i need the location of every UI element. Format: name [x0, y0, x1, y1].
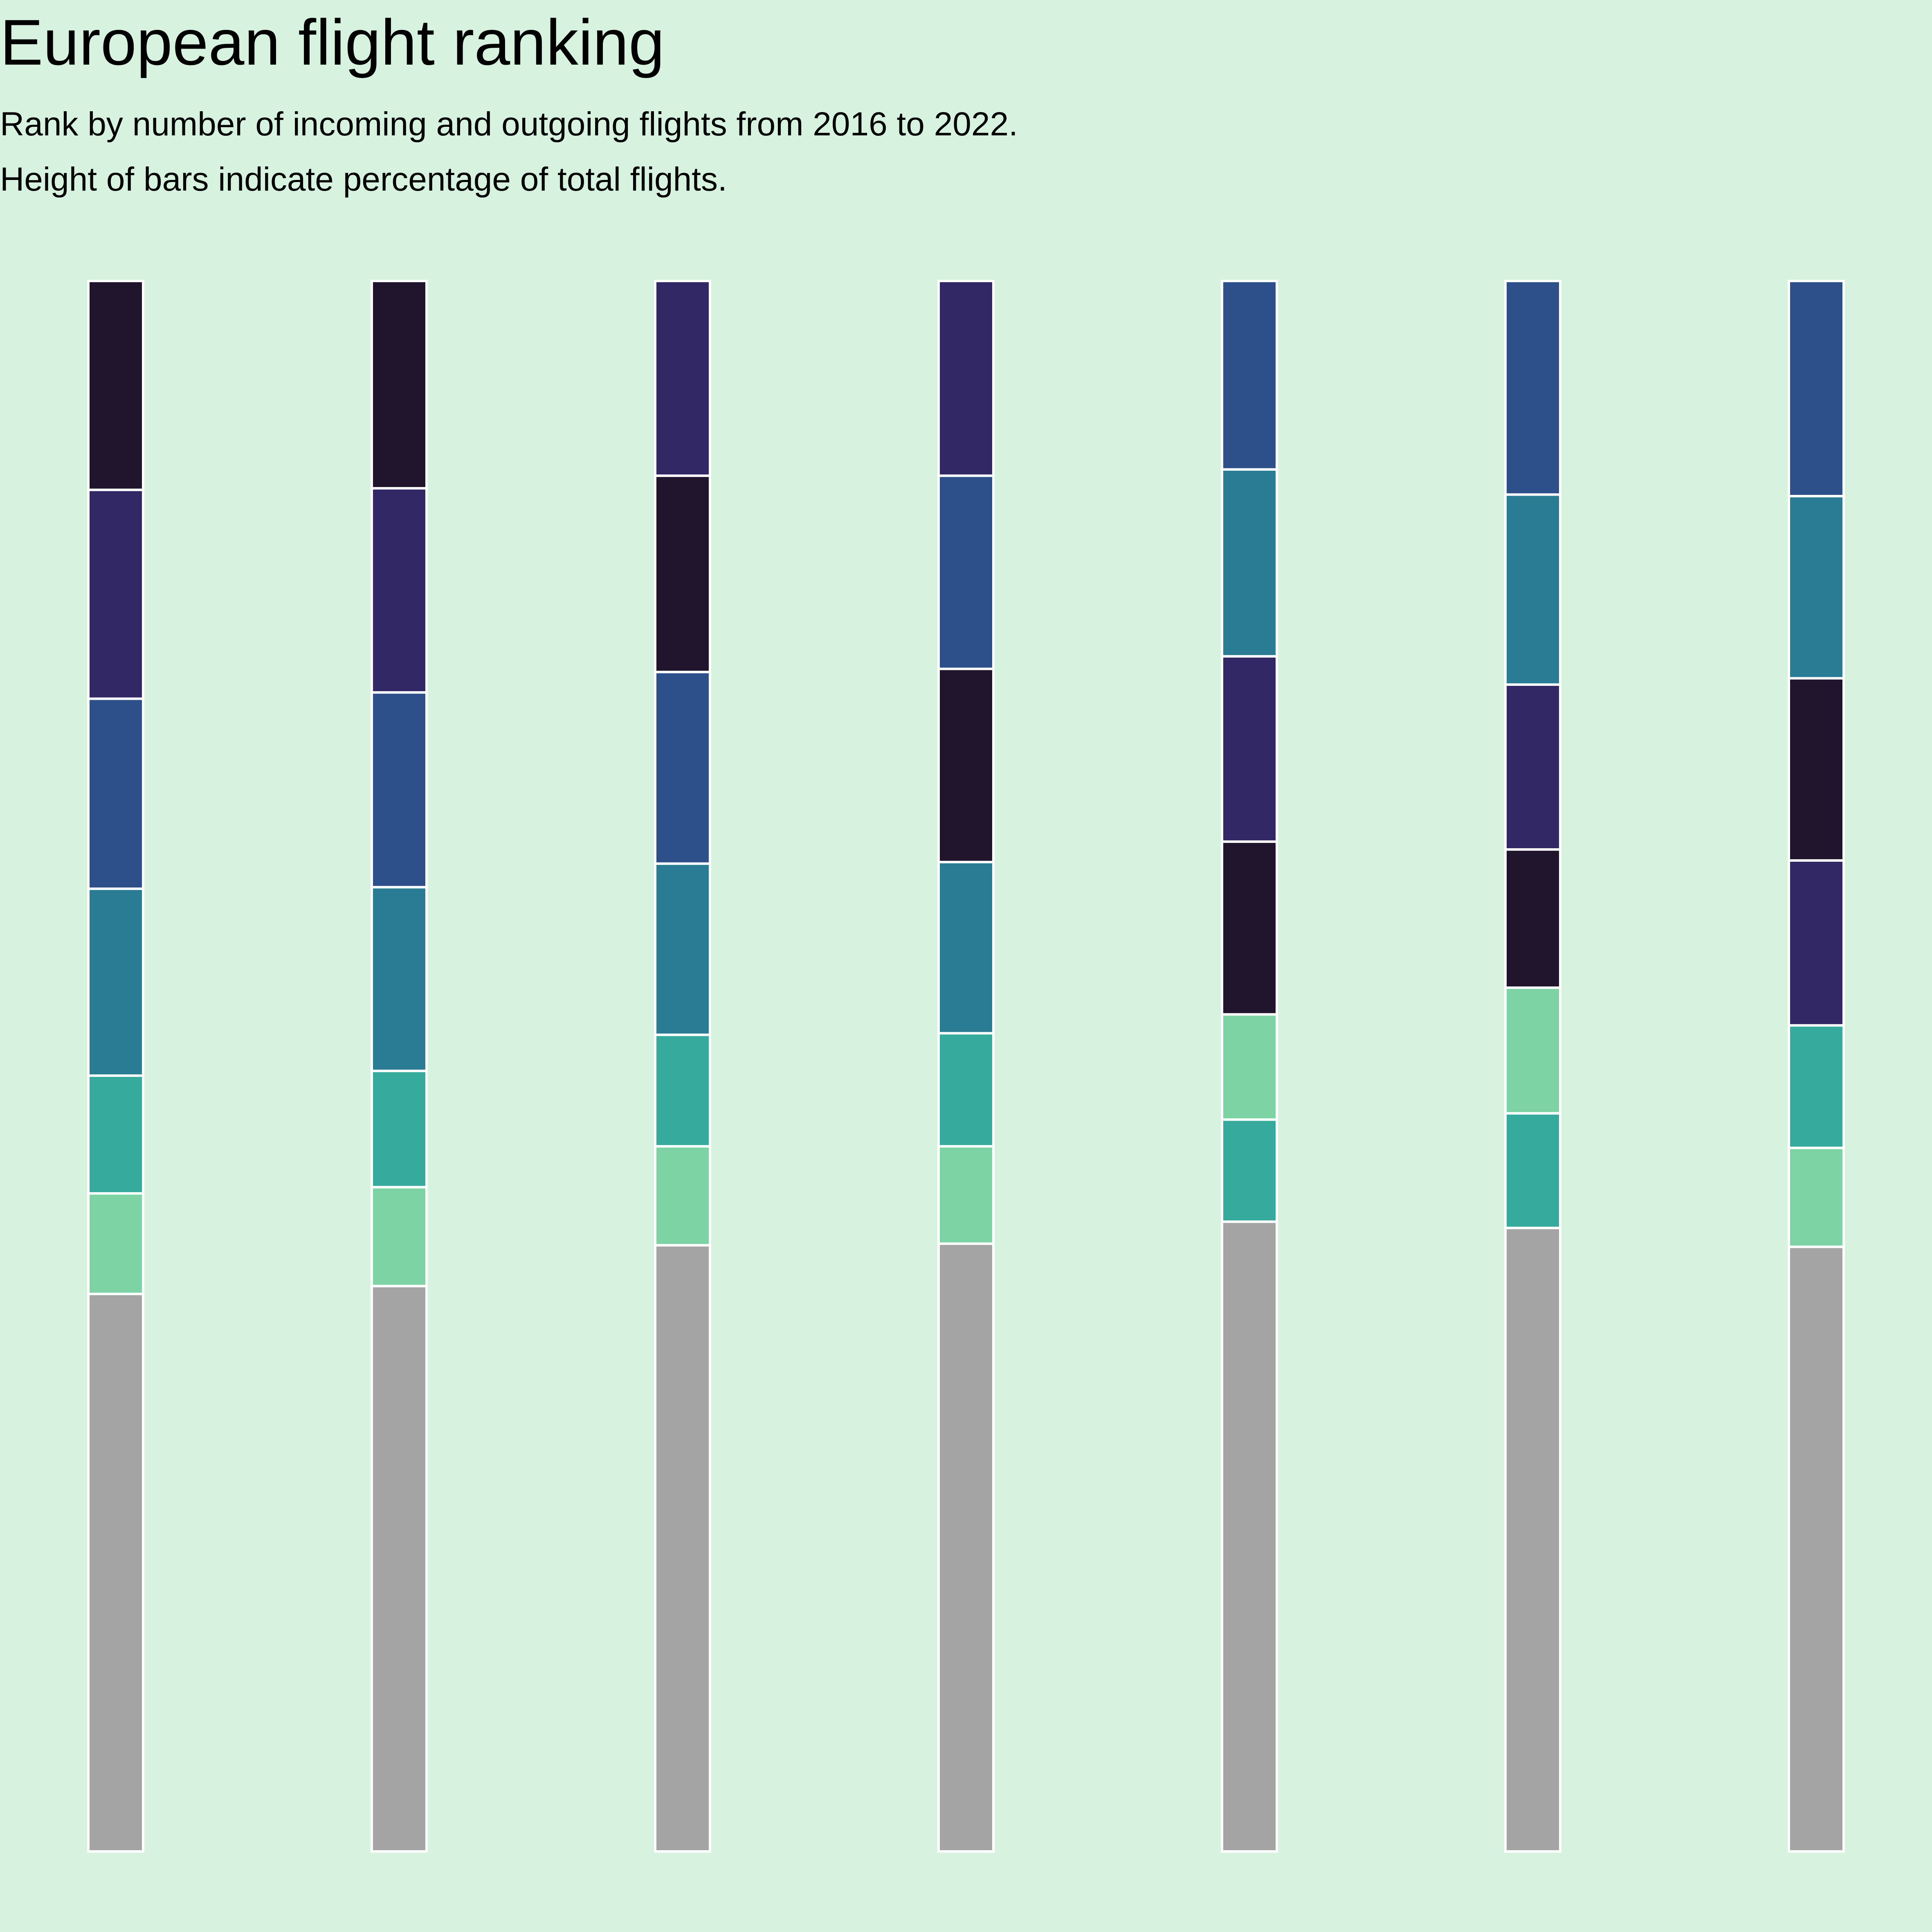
- bar-5-segment-7: [1221, 280, 1278, 471]
- bar-2-segment-6: [371, 487, 428, 694]
- bar-5-segment-1: [1221, 1220, 1278, 1853]
- bar-7-segment-4: [1788, 859, 1845, 1027]
- bar-3-segment-2: [654, 1145, 711, 1247]
- bar-7-segment-3: [1788, 1024, 1845, 1149]
- bar-1-segment-1: [87, 1292, 144, 1853]
- bar-5-segment-6: [1221, 468, 1278, 658]
- bar-2-segment-1: [371, 1285, 428, 1853]
- bar-2-segment-5: [371, 691, 428, 889]
- bar-6-segment-2: [1504, 1112, 1561, 1229]
- bar-4-segment-5: [937, 667, 995, 863]
- bar-6-segment-6: [1504, 493, 1561, 686]
- bar-1-segment-5: [87, 697, 144, 890]
- chart-title: European flight ranking: [0, 7, 665, 79]
- bar-3: [654, 280, 711, 1853]
- bar-6: [1504, 280, 1561, 1853]
- bar-1: [87, 280, 144, 1853]
- bar-3-segment-3: [654, 1033, 711, 1148]
- bar-1-segment-7: [87, 280, 144, 491]
- bar-6-segment-1: [1504, 1227, 1561, 1853]
- bar-2-segment-4: [371, 886, 428, 1072]
- bar-7: [1788, 280, 1845, 1853]
- bar-6-segment-4: [1504, 848, 1561, 989]
- bar-4-segment-2: [937, 1145, 995, 1245]
- bar-2-segment-2: [371, 1186, 428, 1287]
- bar-7-segment-2: [1788, 1146, 1845, 1248]
- bar-4-segment-1: [937, 1242, 995, 1853]
- bar-3-segment-5: [654, 671, 711, 865]
- bar-5: [1221, 280, 1278, 1853]
- chart-subtitle-line-2: Height of bars indicate percentage of to…: [0, 161, 727, 198]
- bar-4-segment-6: [937, 474, 995, 670]
- bar-3-segment-6: [654, 474, 711, 674]
- bar-1-segment-6: [87, 488, 144, 700]
- bar-4-segment-4: [937, 860, 995, 1035]
- bar-1-segment-2: [87, 1192, 144, 1295]
- bar-4: [937, 280, 995, 1853]
- bar-5-segment-2: [1221, 1118, 1278, 1223]
- bar-7-segment-5: [1788, 677, 1845, 862]
- bar-2-segment-7: [371, 280, 428, 490]
- bar-6-segment-5: [1504, 683, 1561, 851]
- bar-2-segment-3: [371, 1069, 428, 1188]
- bar-6-segment-3: [1504, 986, 1561, 1115]
- bar-4-segment-7: [937, 280, 995, 477]
- chart-subtitle-line-1: Rank by number of incoming and outgoing …: [0, 106, 1018, 143]
- bar-5-segment-4: [1221, 840, 1278, 1016]
- bar-5-segment-3: [1221, 1013, 1278, 1121]
- bar-6-segment-7: [1504, 280, 1561, 496]
- bar-7-segment-6: [1788, 495, 1845, 680]
- bar-1-segment-4: [87, 887, 144, 1077]
- bar-5-segment-5: [1221, 655, 1278, 843]
- bar-3-segment-1: [654, 1244, 711, 1853]
- bar-4-segment-3: [937, 1032, 995, 1148]
- bars-layer: [87, 280, 1845, 1853]
- bar-3-segment-7: [654, 280, 711, 477]
- bar-7-segment-1: [1788, 1245, 1845, 1853]
- bar-2: [371, 280, 428, 1853]
- bar-3-segment-4: [654, 862, 711, 1036]
- bar-7-segment-7: [1788, 280, 1845, 498]
- bar-1-segment-3: [87, 1074, 144, 1195]
